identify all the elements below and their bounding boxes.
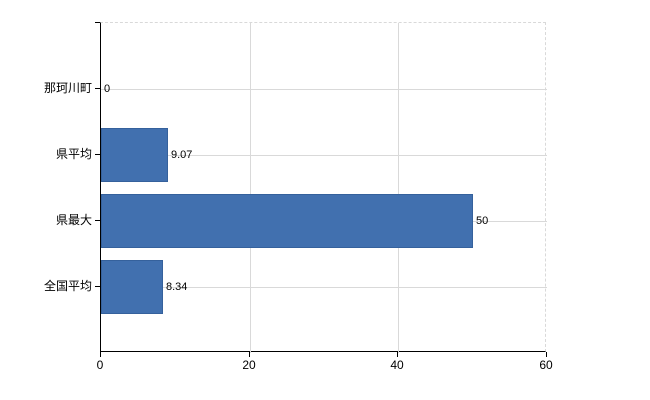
value-label: 8.34 xyxy=(166,281,188,293)
y-axis-tick xyxy=(95,88,100,89)
horizontal-gridline xyxy=(101,287,547,288)
value-label: 9.07 xyxy=(171,149,193,161)
y-axis-tick xyxy=(95,220,100,221)
plot-area: 0 9.07 50 8.34 xyxy=(100,22,547,353)
category-label: 県平均 xyxy=(55,147,92,161)
x-axis-tick-label: 40 xyxy=(390,358,404,372)
vertical-gridline xyxy=(250,23,251,353)
bar xyxy=(101,194,473,248)
category-label: 全国平均 xyxy=(43,279,92,293)
x-axis-tick xyxy=(249,352,250,357)
x-axis-tick-label: 0 xyxy=(96,358,104,372)
value-label: 0 xyxy=(104,83,111,95)
x-axis-tick xyxy=(546,352,547,357)
value-label: 50 xyxy=(476,215,489,227)
bar xyxy=(101,260,163,314)
y-axis-tick xyxy=(95,22,100,23)
bar xyxy=(101,128,168,182)
x-axis-tick xyxy=(100,352,101,357)
category-label: 県最大 xyxy=(55,213,92,227)
horizontal-gridline xyxy=(101,155,547,156)
x-axis-tick-label: 20 xyxy=(242,358,256,372)
horizontal-gridline xyxy=(101,89,547,90)
y-axis-tick xyxy=(95,286,100,287)
category-label: 那珂川町 xyxy=(43,81,92,95)
vertical-gridline xyxy=(398,23,399,353)
y-axis-tick xyxy=(95,154,100,155)
x-axis-tick xyxy=(397,352,398,357)
x-axis-tick-label: 60 xyxy=(539,358,553,372)
